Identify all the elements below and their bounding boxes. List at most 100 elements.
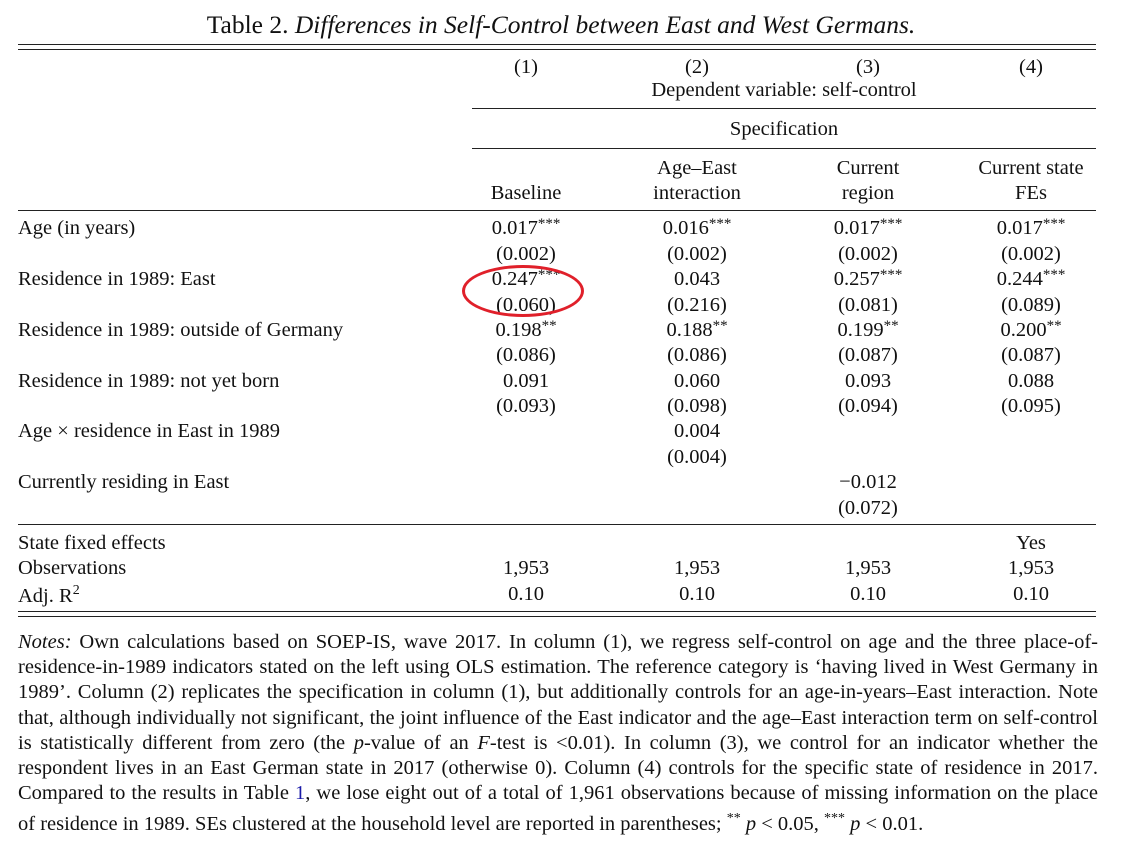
bottom-rule — [18, 611, 1096, 613]
coef-cell: 0.091 — [441, 370, 611, 393]
col-number-3: (3) — [856, 56, 880, 78]
header-bottom-rule — [18, 210, 1096, 212]
coef-value: 0.244 — [996, 268, 1043, 290]
significance-stars: *** — [537, 216, 561, 232]
observations-value: 1,953 — [844, 557, 892, 579]
significance-stars: *** — [879, 216, 903, 232]
se-value: (0.087) — [1001, 344, 1061, 366]
significance-stars: *** — [1042, 267, 1066, 283]
col-header-age-east-line1: Age–East — [657, 157, 737, 179]
row-label-state-fe: State fixed effects — [18, 532, 166, 554]
significance-stars: *** — [1042, 216, 1066, 232]
notes-two-stars: ** — [726, 811, 741, 827]
coef-cell: 0.257*** — [783, 267, 953, 291]
col-number-2: (2) — [685, 56, 709, 78]
adj-r-text: Adj. R — [18, 584, 73, 607]
notes-lt-01: < 0.01. — [860, 813, 924, 836]
row-label-outside-germany: Residence in 1989: outside of Germany — [18, 319, 344, 341]
notes-text-1: Own calculations based on SOEP-IS, wave … — [18, 631, 1098, 754]
adj-r2-value: 0.10 — [1013, 583, 1049, 605]
table-1-link[interactable]: 1 — [295, 782, 306, 805]
coef-value: 0.198 — [495, 319, 542, 341]
header-rule-1 — [472, 108, 1096, 110]
row-label-not-yet-born: Residence in 1989: not yet born — [18, 370, 280, 392]
adj-r2-value: 0.10 — [850, 583, 886, 605]
se-value: (0.072) — [838, 497, 898, 519]
se-value: (0.086) — [496, 344, 556, 366]
coef-value: 0.043 — [673, 268, 721, 290]
coef-cell: 0.017*** — [783, 216, 953, 240]
adj-r2-value: 0.10 — [508, 583, 544, 605]
coef-cell: 0.198** — [441, 318, 611, 342]
table-notes: Notes: Own calculations based on SOEP-IS… — [18, 630, 1098, 837]
coef-value: 0.091 — [502, 370, 550, 392]
coef-value: 0.188 — [666, 319, 713, 341]
notes-text-4: , we lose eight out of a total of 1,961 … — [18, 782, 1099, 836]
body-bottom-rule — [18, 524, 1096, 526]
col-number-1: (1) — [514, 56, 538, 78]
state-fe-value: Yes — [1016, 532, 1046, 554]
row-label-age: Age (in years) — [18, 217, 136, 239]
se-value: (0.002) — [838, 243, 898, 265]
coef-value: 0.004 — [673, 420, 721, 442]
row-label-currently-east: Currently residing in East — [18, 471, 230, 493]
col-number-4: (4) — [1019, 56, 1043, 78]
coef-cell: 0.016*** — [612, 216, 782, 240]
coef-value: 0.088 — [1007, 370, 1055, 392]
se-value: (0.004) — [667, 446, 727, 468]
coef-cell: 0.017*** — [441, 216, 611, 240]
col-header-state-fes-line1: Current state — [978, 157, 1084, 179]
coef-cell: 0.188** — [612, 318, 782, 342]
top-rule — [18, 44, 1096, 46]
top-rule-2 — [18, 49, 1096, 51]
notes-three-stars: *** — [824, 811, 846, 827]
coef-cell: 0.200** — [946, 318, 1116, 342]
col-header-current-region-line1: Current — [836, 157, 900, 179]
notes-p-symbol: p — [353, 731, 364, 754]
se-value: (0.098) — [667, 395, 727, 417]
specification-label: Specification — [729, 118, 839, 140]
se-value: (0.095) — [1001, 395, 1061, 417]
notes-p-symbol-3: p — [850, 813, 861, 836]
coef-value: 0.017 — [491, 217, 538, 239]
se-value: (0.002) — [667, 243, 727, 265]
notes-text-3: -test is <0.01). In column (3), we contr… — [18, 731, 1098, 805]
coef-cell: 0.244*** — [946, 267, 1116, 291]
se-value: (0.087) — [838, 344, 898, 366]
coef-cell: 0.199** — [783, 318, 953, 342]
se-value: (0.002) — [496, 243, 556, 265]
annotation-circle — [462, 265, 584, 317]
se-value: (0.094) — [838, 395, 898, 417]
coef-cell: 0.017*** — [946, 216, 1116, 240]
coef-value: 0.017 — [833, 217, 880, 239]
coef-cell: 0.043 — [612, 268, 782, 291]
row-label-adj-r2: Adj. R2 — [18, 583, 80, 608]
col-header-baseline: Baseline — [490, 182, 562, 204]
se-value: (0.002) — [1001, 243, 1061, 265]
row-label-age-x-east: Age × residence in East in 1989 — [18, 420, 281, 442]
se-value: (0.093) — [496, 395, 556, 417]
significance-stars: ** — [541, 318, 557, 334]
significance-stars: *** — [879, 267, 903, 283]
table-caption: Differences in Self-Control between East… — [294, 10, 916, 39]
notes-f-symbol: F — [477, 731, 490, 754]
coef-cell: 0.093 — [783, 370, 953, 393]
adj-r-superscript: 2 — [72, 583, 80, 598]
significance-stars: ** — [883, 318, 899, 334]
se-value: (0.089) — [1001, 294, 1061, 316]
notes-p-symbol-2: p — [745, 813, 757, 836]
significance-stars: ** — [1046, 318, 1062, 334]
table-title: Table 2. Differences in Self-Control bet… — [0, 10, 1122, 40]
se-value: (0.086) — [667, 344, 727, 366]
notes-lead: Notes: — [18, 631, 72, 653]
coef-value: 0.060 — [673, 370, 721, 392]
notes-text-2: -value of an — [363, 731, 478, 754]
table-number: Table 2. — [206, 10, 289, 39]
coef-value: 0.017 — [996, 217, 1043, 239]
dependent-variable-label: Dependent variable: self-control — [651, 79, 917, 101]
col-header-state-fes-line2: FEs — [1015, 182, 1047, 204]
coef-value: 0.257 — [833, 268, 880, 290]
col-header-age-east-line2: interaction — [653, 182, 741, 204]
row-label-east: Residence in 1989: East — [18, 268, 216, 290]
coef-value: −0.012 — [839, 471, 897, 493]
